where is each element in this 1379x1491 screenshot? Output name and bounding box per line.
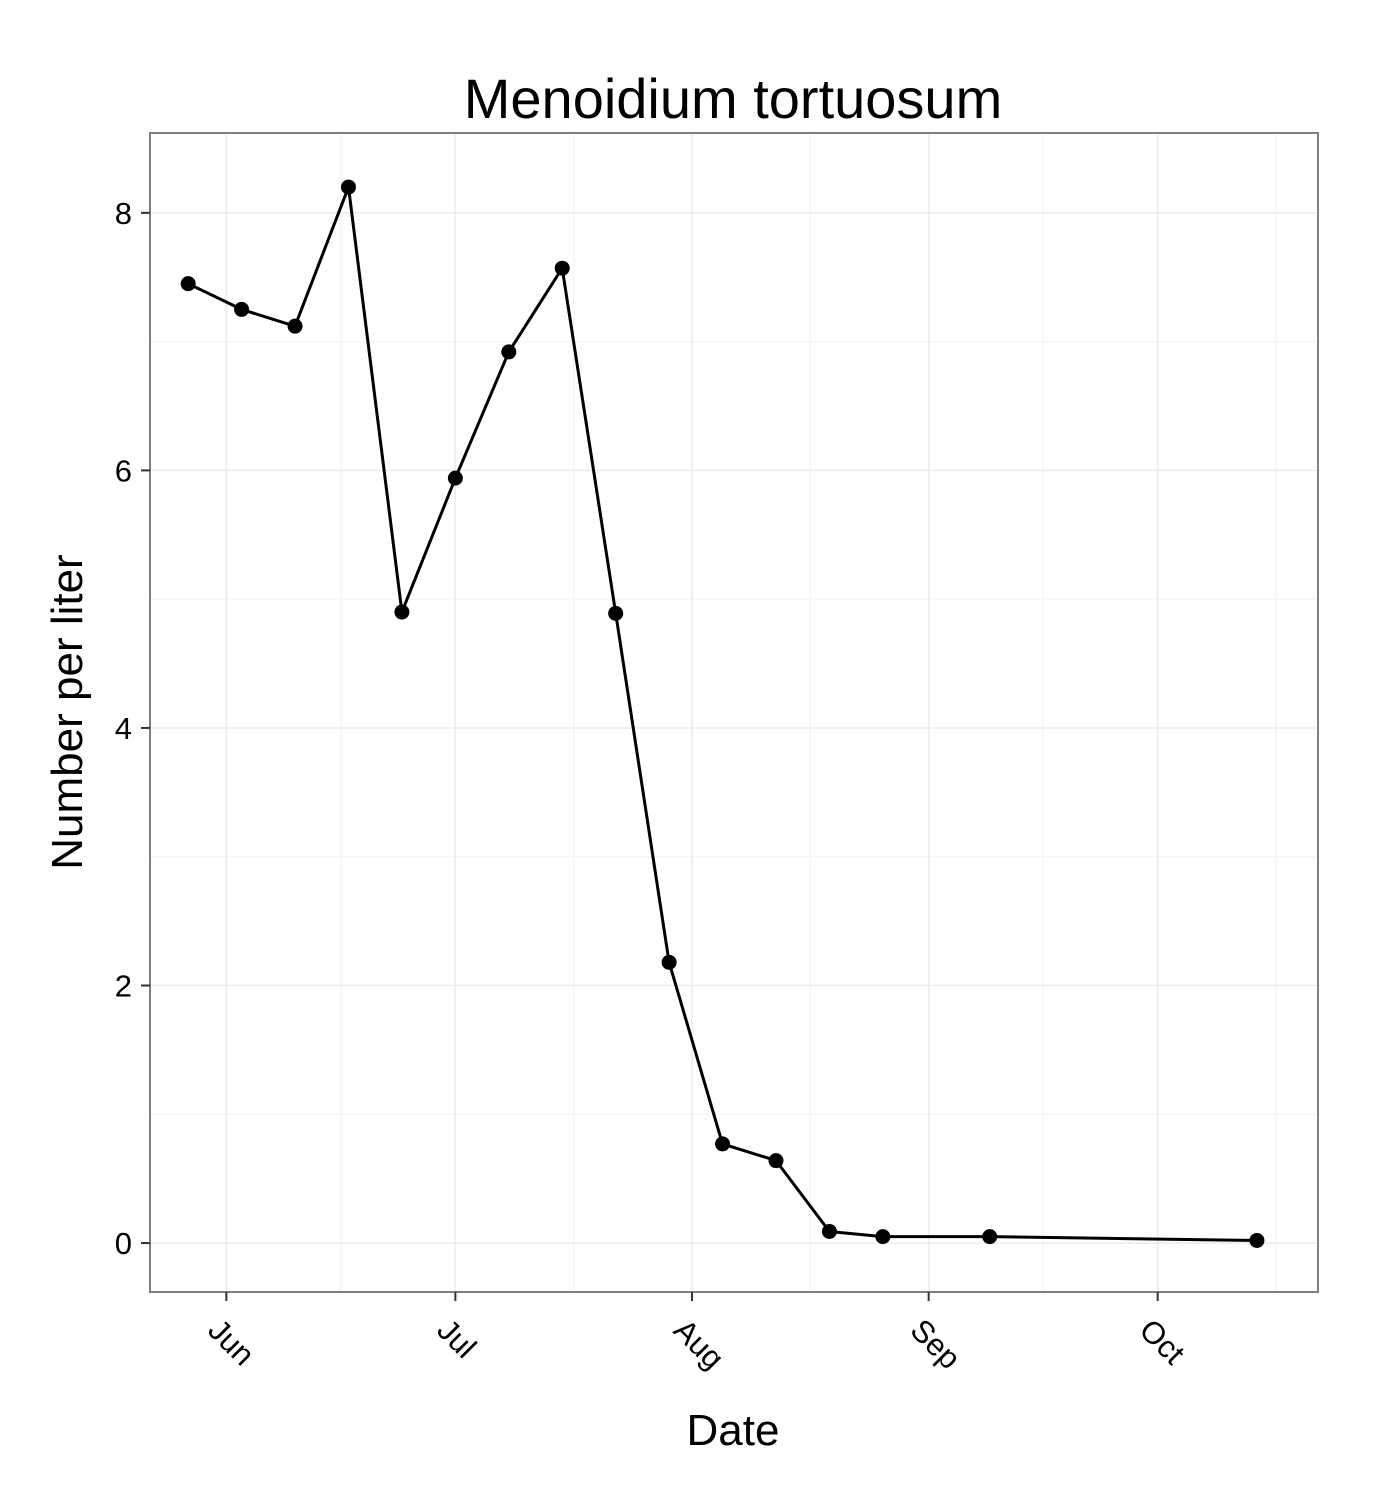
x-tick-label: Jun	[201, 1312, 261, 1372]
data-point	[554, 260, 570, 276]
data-point	[394, 604, 410, 620]
x-tick-label: Sep	[904, 1312, 968, 1376]
data-point	[340, 179, 356, 195]
plot-panel	[149, 132, 1319, 1293]
y-tick-label: 6	[115, 453, 132, 488]
y-axis-title: Number per liter	[43, 554, 92, 869]
chart-title: Menoidium tortuosum	[464, 67, 1002, 130]
data-point	[501, 344, 517, 360]
data-point	[608, 605, 624, 621]
data-point	[1249, 1232, 1265, 1248]
y-tick-label: 4	[115, 711, 132, 746]
y-axis: 0 2 4 6 8	[115, 196, 150, 1261]
data-point	[287, 318, 303, 334]
data-point	[768, 1153, 784, 1169]
x-axis-title: Date	[687, 1406, 780, 1455]
data-point	[447, 470, 463, 486]
y-tick-label: 8	[115, 196, 132, 231]
x-tick-label: Oct	[1133, 1312, 1192, 1371]
x-axis: Jun Jul Aug Sep Oct	[201, 1292, 1192, 1376]
data-point	[234, 301, 250, 317]
data-point	[661, 954, 677, 970]
x-tick-label: Jul	[430, 1312, 483, 1365]
panel-border	[149, 132, 1319, 1293]
data-point	[821, 1223, 837, 1239]
data-point	[982, 1229, 998, 1245]
x-tick-label: Aug	[667, 1312, 731, 1376]
panel-background	[150, 133, 1318, 1292]
y-tick-label: 0	[115, 1226, 132, 1261]
series-layer	[180, 179, 1265, 1248]
data-point	[715, 1136, 731, 1152]
data-point	[875, 1229, 891, 1245]
y-tick-label: 2	[115, 969, 132, 1004]
series-line	[187, 185, 1257, 1242]
data-point	[180, 276, 196, 292]
